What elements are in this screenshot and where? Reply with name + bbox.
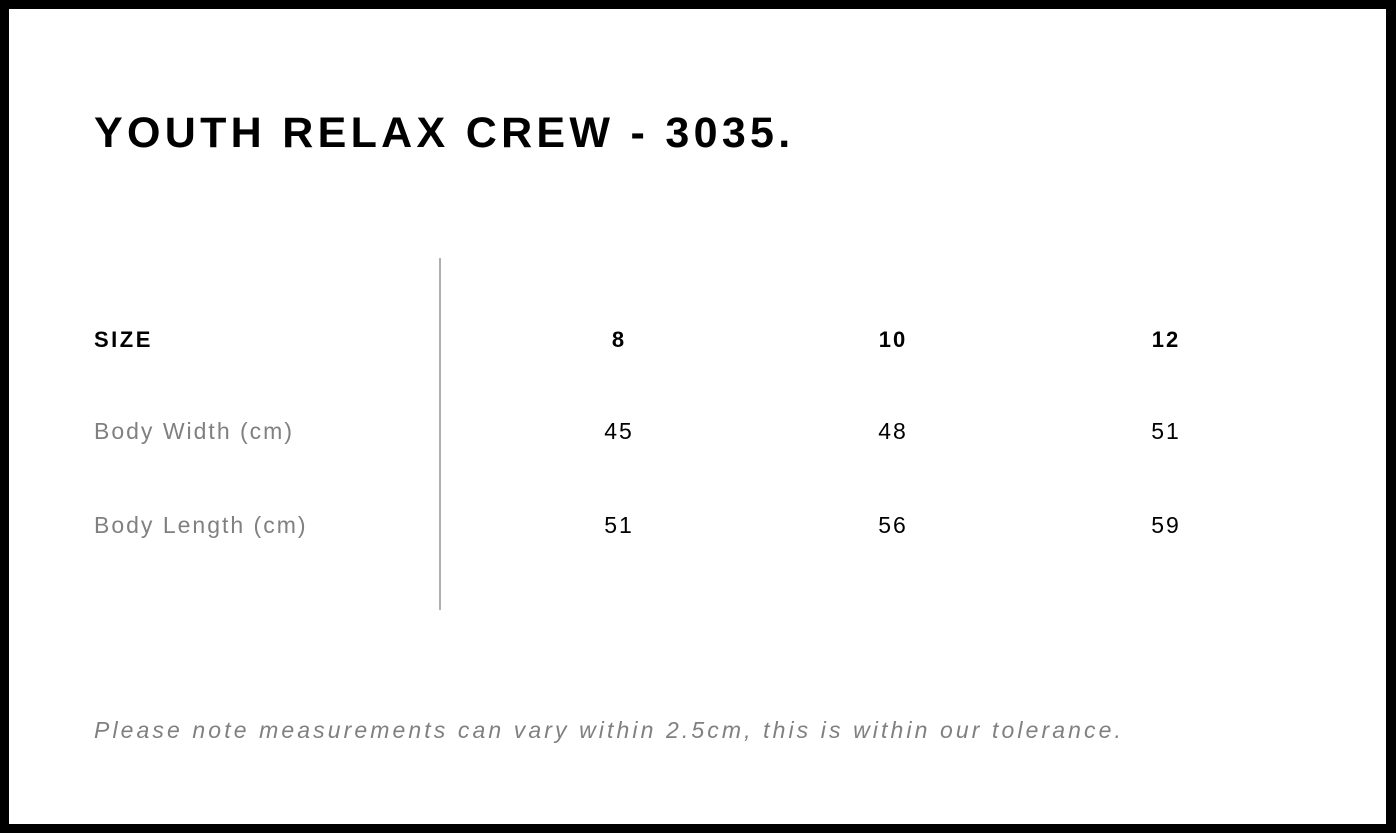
table-cell: 51 bbox=[1151, 418, 1181, 444]
row-label: Body Width (cm) bbox=[94, 418, 294, 444]
size-12-header: 12 bbox=[1151, 327, 1181, 352]
size-chart-card: YOUTH RELAX CREW - 3035. SIZE 8 10 12 Bo… bbox=[9, 9, 1386, 824]
table-cell: 45 bbox=[604, 418, 634, 444]
table-cell: 48 bbox=[878, 418, 908, 444]
tolerance-note: Please note measurements can vary within… bbox=[94, 717, 1125, 743]
row-label: Body Length (cm) bbox=[94, 512, 308, 538]
size-10-header: 10 bbox=[878, 327, 908, 352]
table-cell: 51 bbox=[604, 512, 634, 538]
size-header: SIZE bbox=[94, 327, 153, 352]
table-row: Body Length (cm) 51 56 59 bbox=[94, 512, 1294, 542]
page-title: YOUTH RELAX CREW - 3035. bbox=[94, 109, 795, 157]
size-8-header: 8 bbox=[611, 327, 627, 352]
table-cell: 59 bbox=[1151, 512, 1181, 538]
column-divider bbox=[439, 258, 441, 610]
table-cell: 56 bbox=[878, 512, 908, 538]
table-header-row: SIZE 8 10 12 bbox=[94, 327, 1294, 357]
table-row: Body Width (cm) 45 48 51 bbox=[94, 418, 1294, 448]
